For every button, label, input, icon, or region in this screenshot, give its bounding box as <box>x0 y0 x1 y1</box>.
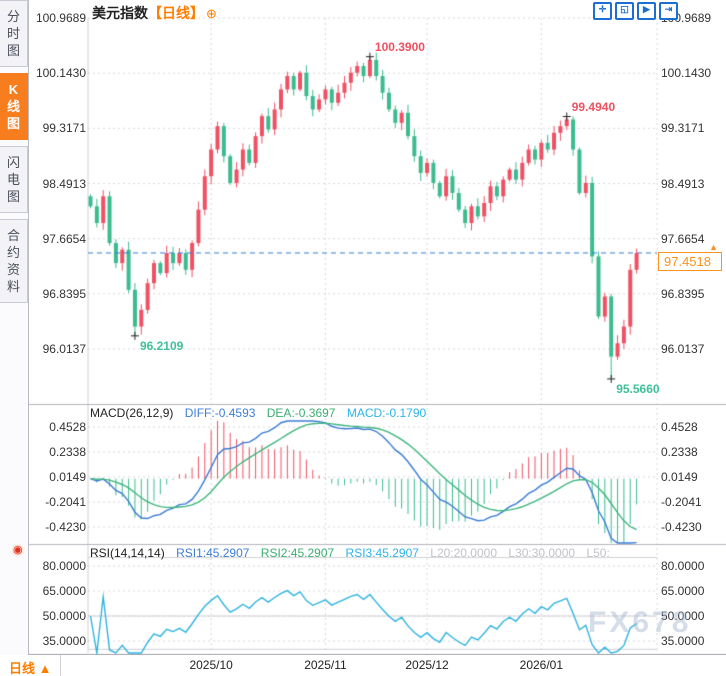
macd-name: MACD(26,12,9) <box>90 406 174 420</box>
watermark: FX678 <box>588 606 692 639</box>
sidebar-tab-1[interactable]: 分时图 <box>0 0 28 67</box>
rsi2-value: RSI2:45.2907 <box>260 546 335 560</box>
y-axis-label: -0.2041 <box>661 495 702 509</box>
y-axis-label: 50.0000 <box>42 609 86 623</box>
y-axis-label: 0.0149 <box>661 470 698 484</box>
x-axis-date-label: 2026/01 <box>519 658 564 672</box>
y-axis-label: 80.0000 <box>42 559 86 573</box>
y-axis-label: 35.0000 <box>42 634 86 648</box>
sidebar-tab-2[interactable]: K线图 <box>0 73 28 140</box>
macd-diff-value: DIFF:-0.4593 <box>184 406 256 420</box>
rsi-l20-value: L20:20.0000 <box>430 546 497 560</box>
y-axis-label: 0.4528 <box>661 420 698 434</box>
rsi-l30-value: L30:30.0000 <box>508 546 576 560</box>
y-axis-label: 0.2338 <box>661 445 698 459</box>
zoom-play-icon[interactable]: ▶ <box>637 2 656 20</box>
y-axis-label: 98.4913 <box>42 176 86 191</box>
period-selector[interactable]: 日线 ▲ <box>9 661 52 676</box>
rsi1-value: RSI1:45.2907 <box>176 546 250 560</box>
y-axis-label: 96.0137 <box>42 342 86 357</box>
y-axis-label: 99.3171 <box>42 121 86 136</box>
sidebar: 分时图 K线图闪电图合约资料 <box>0 0 29 655</box>
x-axis-date-label: 2025/10 <box>189 658 233 672</box>
y-axis-label: 65.0000 <box>661 584 705 598</box>
x-axis-date-label: 2025/12 <box>405 658 449 672</box>
sidebar-tab-3[interactable]: 闪电图 <box>0 146 28 213</box>
y-axis-label: 98.4913 <box>661 176 705 191</box>
y-axis-label: 0.4528 <box>49 420 86 434</box>
price-annotation: 96.2109 <box>139 338 184 353</box>
period-tag[interactable]: 【日线】 <box>148 5 204 21</box>
macd-header: MACD(26,12,9) DIFF:-0.4593 DEA:-0.3697 M… <box>90 406 426 420</box>
add-indicator-icon[interactable]: ⊕ <box>206 6 217 21</box>
y-axis-label: 0.0149 <box>49 470 86 484</box>
y-axis-label: 65.0000 <box>42 584 86 598</box>
chart-toolbar: ✛ ◱ ▶ ⇥ <box>593 2 678 20</box>
price-up-arrow-icon: ▲ <box>709 241 718 252</box>
y-axis-label: -0.2041 <box>45 495 86 509</box>
price-annotation: 99.4940 <box>571 99 616 114</box>
live-blink-icon[interactable]: ◉ <box>13 544 23 556</box>
y-axis-label: 100.1430 <box>661 66 712 81</box>
y-axis-label: 96.8395 <box>42 286 86 301</box>
x-axis-date-label: 2025/11 <box>304 658 347 672</box>
pan-tool-icon[interactable]: ✛ <box>593 2 612 20</box>
price-annotation: 100.3900 <box>374 39 425 54</box>
chart-title: 美元指数【日线】 ⊕ <box>92 3 217 23</box>
macd-macd-value: MACD:-0.1790 <box>346 406 427 420</box>
exit-view-icon[interactable]: ⇥ <box>659 2 678 20</box>
period-cell: 日线 ▲ <box>0 655 61 676</box>
symbol-name: 美元指数 <box>92 5 148 21</box>
bottom-axis-bar: 日线 ▲ 2025/10 2025/11 2025/12 2026/01 <box>0 655 726 676</box>
y-axis-label: -0.4230 <box>661 520 702 534</box>
rsi-l50-value: L50: <box>586 546 610 560</box>
last-price-tag: ▲ 97.4518 <box>658 241 722 271</box>
sidebar-tab-4[interactable]: 合约资料 <box>0 219 28 303</box>
y-axis-label: 100.1430 <box>35 66 86 81</box>
y-axis-label: 97.6654 <box>42 231 86 246</box>
y-axis-label: 96.0137 <box>661 342 705 357</box>
price-annotation: 95.5660 <box>616 381 660 396</box>
rsi3-value: RSI3:45.2907 <box>345 546 419 560</box>
zoom-reset-icon[interactable]: ◱ <box>615 2 634 20</box>
rsi-name: RSI(14,14,14) <box>90 546 165 560</box>
y-axis-label: 0.2338 <box>49 445 86 459</box>
y-axis-label: 96.8395 <box>661 286 705 301</box>
y-axis-label: 80.0000 <box>661 559 705 573</box>
macd-dea-value: DEA:-0.3697 <box>266 406 336 420</box>
y-axis-label: 100.9689 <box>35 11 86 25</box>
y-axis-label: 99.3171 <box>661 121 705 136</box>
y-axis-label: -0.4230 <box>45 520 86 534</box>
last-price-value: 97.4518 <box>658 251 722 271</box>
rsi-header: RSI(14,14,14) RSI1:45.2907 RSI2:45.2907 … <box>90 546 610 560</box>
